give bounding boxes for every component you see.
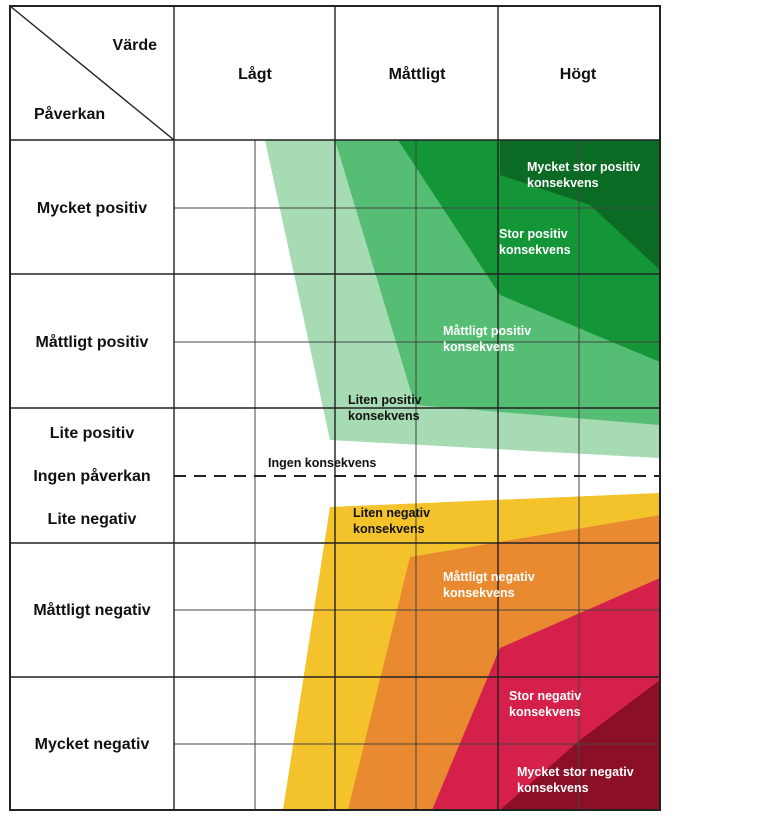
corner-diagonal	[9, 5, 175, 141]
main-grid	[9, 5, 660, 810]
row-label-moderately-negative: Måttligt negativ	[33, 601, 150, 619]
zone-neg-large-label: Stor negativ konsekvens	[509, 689, 585, 719]
row-label-very-positive: Mycket positiv	[37, 200, 147, 217]
row-label-very-negative: Mycket negativ	[35, 736, 150, 753]
row-label-moderately-positive: Måttligt positiv	[36, 333, 149, 351]
matrix-border	[9, 5, 661, 811]
column-header-moderate: Måttligt	[389, 65, 447, 83]
zone-neg-very-large-area	[500, 680, 660, 810]
row-label-no-impact: Ingen påverkan	[33, 467, 150, 485]
zone-pos-very-large-area	[500, 140, 660, 270]
impact-axis-label: Påverkan	[34, 105, 105, 123]
zone-neg-small-label: Liten negativ konsekvens	[353, 506, 434, 536]
zone-neg-very-large-label: Mycket stor negativ konsekvens	[517, 765, 637, 795]
column-header-high: Högt	[560, 66, 597, 83]
column-header-low: Lågt	[238, 65, 272, 83]
zone-pos-small-label: Liten positiv konsekvens	[348, 393, 425, 423]
zone-neg-moderate-label: Måttligt negativ konsekvens	[443, 570, 538, 600]
zone-pos-large-label: Stor positiv konsekvens	[499, 227, 571, 257]
zone-pos-very-large-label: Mycket stor positiv konsekvens	[527, 160, 644, 190]
value-axis-label: Värde	[113, 37, 158, 54]
zone-pos-moderate-label: Måttligt positiv konsekvens	[443, 324, 535, 354]
zone-none-label: Ingen konsekvens	[268, 456, 376, 470]
row-label-slightly-negative: Lite negativ	[48, 511, 137, 528]
row-label-slightly-positive: Lite positiv	[50, 425, 135, 442]
